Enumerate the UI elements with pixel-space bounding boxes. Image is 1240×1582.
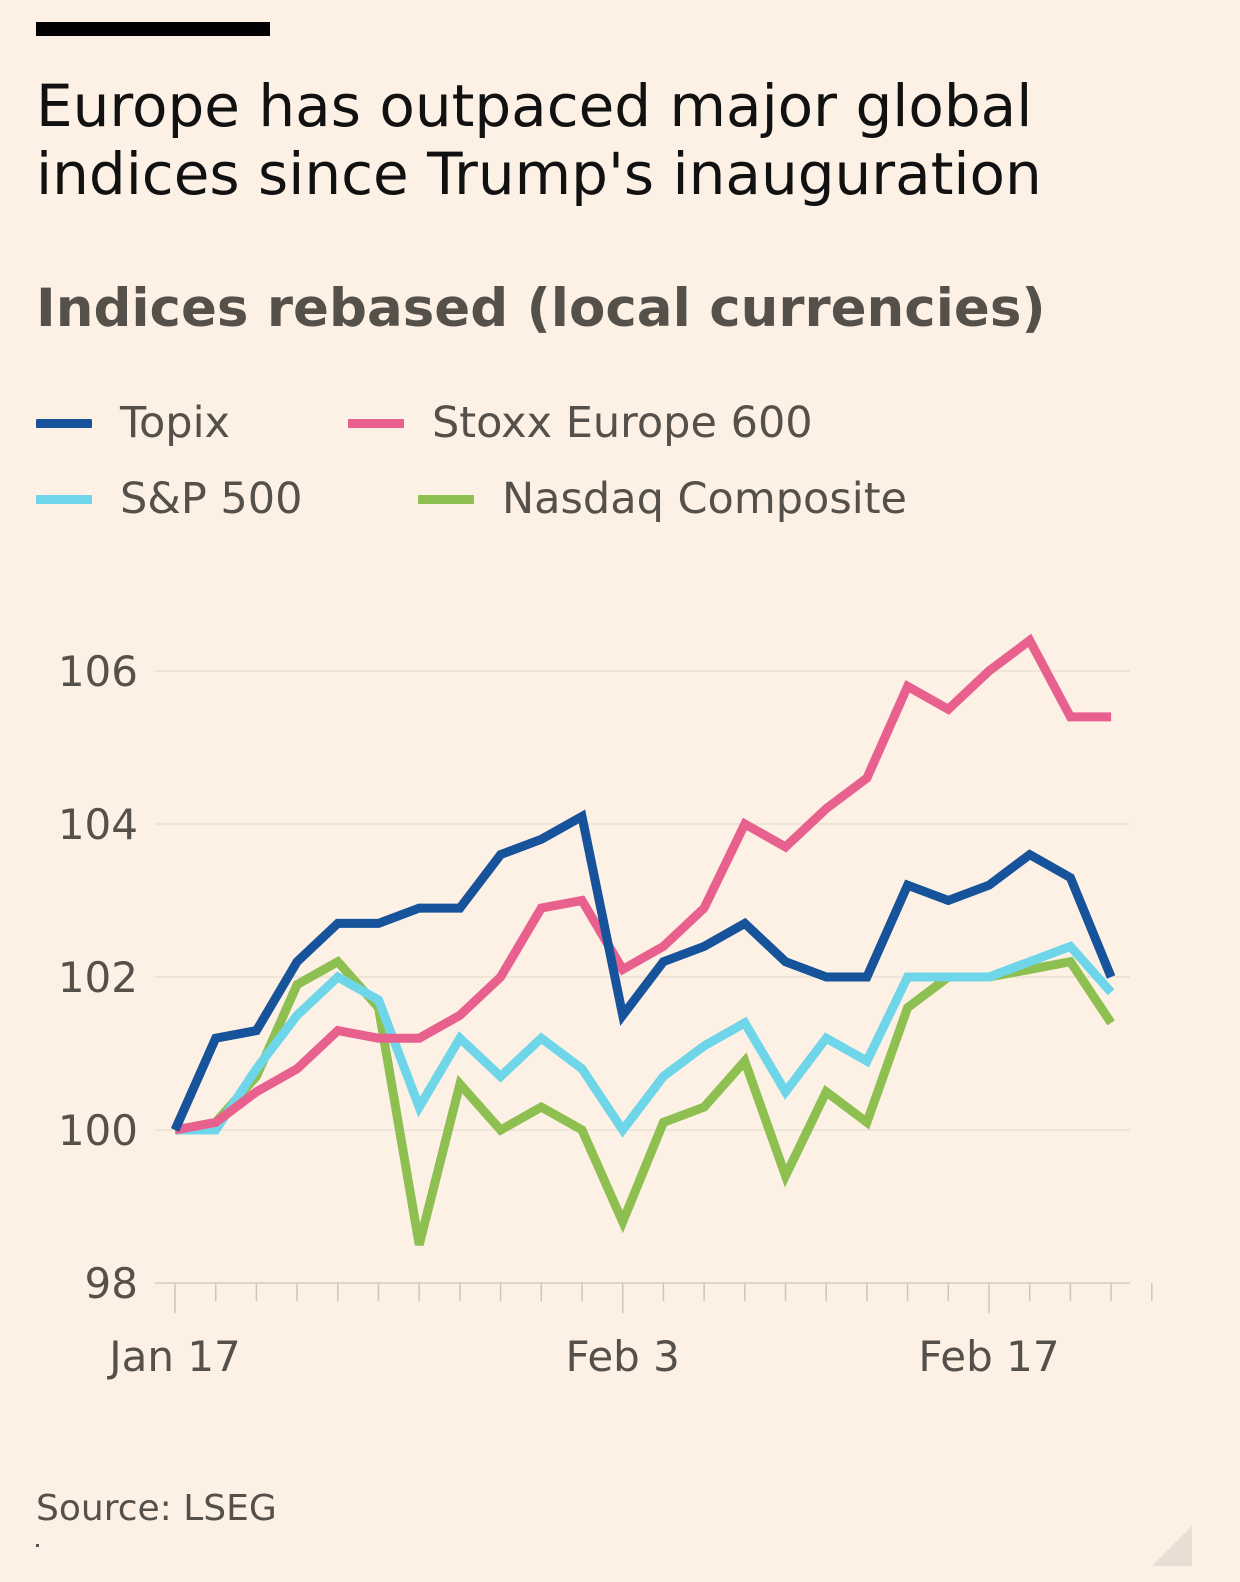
y-tick-label: 106 [58,647,138,696]
legend-swatch [418,494,474,504]
y-tick-label: 102 [58,953,138,1002]
legend-label: Topix [120,398,230,448]
legend-label: Stoxx Europe 600 [432,398,813,448]
legend-swatch [36,494,92,504]
legend-label: Nasdaq Composite [502,474,908,524]
legend-swatch [36,418,92,428]
y-tick-label: 98 [85,1259,138,1308]
y-tick-label: 100 [58,1106,138,1155]
legend-item-topix: Topix [36,398,230,448]
series-line-s-p-500 [175,941,1115,1138]
legend-item-sp500: S&P 500 [36,474,303,524]
brand-top-bar [36,22,270,36]
line-chart: 98 100 102 104 106 Jan 17 Feb 3 Feb 17 [58,633,1153,1381]
series-line-stoxx-europe-600 [174,633,1112,1135]
chart-title: Europe has outpaced major global indices… [36,72,1042,208]
x-tick-label: Feb 3 [565,1332,679,1381]
source-note: Source: LSEG [36,1488,277,1529]
x-tick-label: Feb 17 [918,1332,1059,1381]
decorative-dot [36,1544,39,1547]
legend-label: S&P 500 [120,474,303,524]
y-tick-label: 104 [58,800,138,849]
x-tick-label: Jan 17 [106,1332,241,1381]
resize-corner-icon [1152,1526,1192,1566]
legend-item-nasdaq: Nasdaq Composite [418,474,907,524]
legend-swatch [348,418,404,428]
chart-legend: Topix Stoxx Europe 600 S&P 500 Nasdaq Co… [36,398,1186,538]
chart-subtitle: Indices rebased (local currencies) [36,278,1046,339]
series-line-topix [170,809,1116,1132]
legend-item-stoxx: Stoxx Europe 600 [348,398,813,448]
